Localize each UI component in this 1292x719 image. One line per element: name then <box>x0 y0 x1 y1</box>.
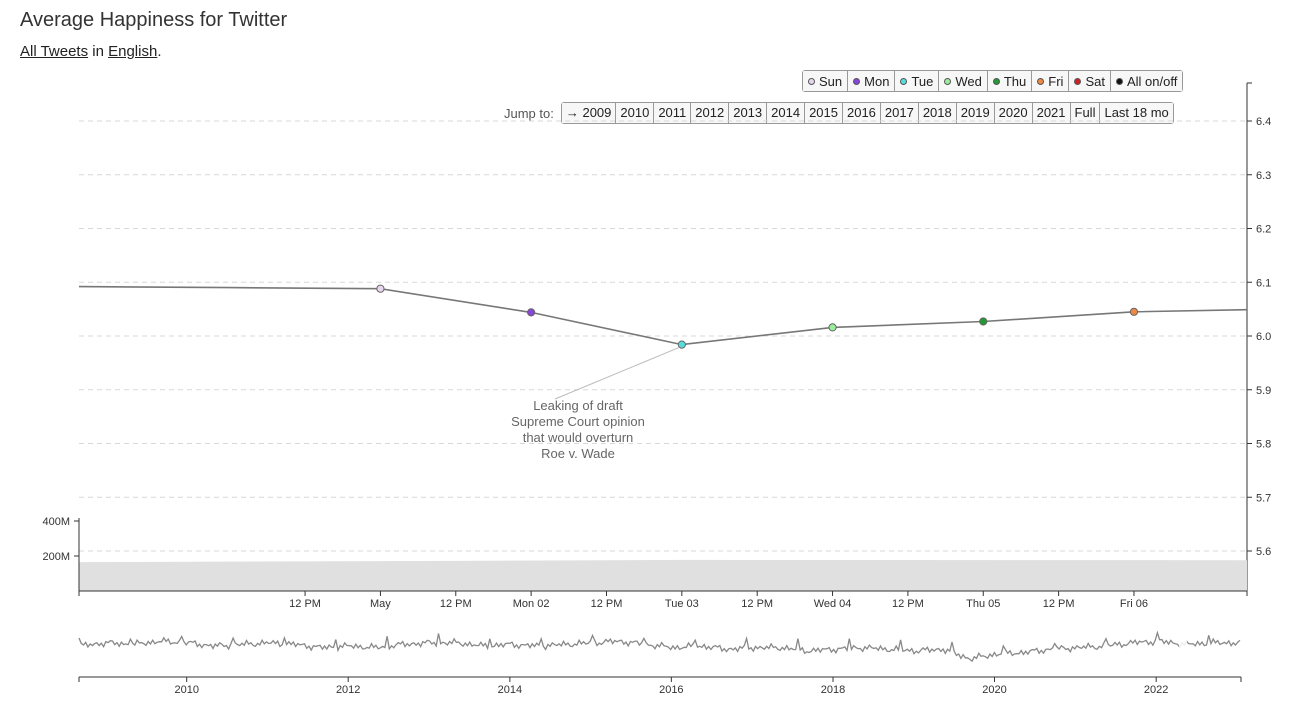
x-tick-label: Tue 03 <box>665 598 699 610</box>
all-dot-icon <box>1115 77 1123 85</box>
subtitle: All Tweets in English. <box>20 43 161 60</box>
subtitle-connector: in <box>88 43 109 60</box>
jump-2021-button[interactable]: 2021 <box>1032 103 1071 123</box>
overview-x-tick-label: 2014 <box>498 684 522 696</box>
jump-button-group: → 2009 2010 2011 2012 2013 2014 2015 201… <box>560 102 1174 124</box>
toggle-label: Wed <box>955 73 982 89</box>
toggle-sun[interactable]: Sun <box>803 71 849 91</box>
x-tick-label: 12 PM <box>591 598 623 610</box>
y-tick-label: 6.0 <box>1256 331 1271 343</box>
toggle-label: All on/off <box>1126 73 1178 89</box>
overview-brush-selection <box>1179 624 1187 674</box>
subtitle-period: . <box>157 43 162 60</box>
jump-to-bar: Jump to: → 2009 2010 2011 2012 2013 2014… <box>504 102 1174 124</box>
toggle-all[interactable]: All on/off <box>1110 71 1183 91</box>
toggle-label: Tue <box>911 73 934 89</box>
toggle-label: Fri <box>1048 73 1064 89</box>
jump-2012-button[interactable]: 2012 <box>691 103 730 123</box>
y-tick-label: 5.7 <box>1256 492 1271 504</box>
y-tick-label: 6.1 <box>1256 277 1271 289</box>
point-sun <box>376 284 385 293</box>
toggle-label: Thu <box>1003 73 1027 89</box>
overview-series-line <box>78 630 1241 663</box>
annotation-text: that would overturn <box>523 430 634 445</box>
point-tue <box>677 340 686 349</box>
english-link[interactable]: English <box>108 43 158 60</box>
annotation-leader <box>554 347 680 400</box>
jump-to-label: Jump to: <box>504 105 554 121</box>
x-tick-label: Mon 02 <box>513 598 550 610</box>
x-tick-label: Thu 05 <box>966 598 1000 610</box>
toggle-fri[interactable]: Fri <box>1032 71 1070 91</box>
y-tick-label: 6.2 <box>1256 224 1271 236</box>
x-tick-label: 12 PM <box>289 598 321 610</box>
jump-2011-button[interactable]: 2011 <box>654 103 692 123</box>
all-tweets-link[interactable]: All Tweets <box>20 43 89 60</box>
page-title: Average Happiness for Twitter <box>20 9 288 31</box>
x-tick-label: Wed 04 <box>814 598 852 610</box>
jump-2019-button[interactable]: 2019 <box>956 103 995 123</box>
overview-x-tick-label: 2010 <box>174 684 198 696</box>
jump-2014-button[interactable]: 2014 <box>767 103 806 123</box>
jump-2013-button[interactable]: 2013 <box>729 103 768 123</box>
x-tick-label: 12 PM <box>892 598 924 610</box>
wed-dot-icon <box>944 77 952 85</box>
jump-2015-button[interactable]: 2015 <box>805 103 843 123</box>
x-tick-label: 12 PM <box>440 598 472 610</box>
toggle-wed[interactable]: Wed <box>939 71 988 91</box>
overview-x-tick-label: 2012 <box>336 684 360 696</box>
jump-2016-button[interactable]: 2016 <box>842 103 881 123</box>
y-tick-label: 5.8 <box>1256 439 1271 451</box>
toggle-label: Sat <box>1085 73 1105 89</box>
x-tick-label: 12 PM <box>741 598 773 610</box>
fri-dot-icon <box>1037 77 1045 85</box>
y-tick-label: 5.9 <box>1256 385 1271 397</box>
mon-dot-icon <box>853 77 861 85</box>
y-tick-label: 6.4 <box>1256 116 1271 128</box>
jump-full-button[interactable]: Full <box>1070 103 1101 123</box>
point-mon <box>527 308 536 317</box>
jump-2010-button[interactable]: 2010 <box>616 103 655 123</box>
volume-tick-label: 200M <box>42 551 70 563</box>
toggle-label: Mon <box>864 73 890 89</box>
overview-x-tick-label: 2018 <box>821 684 845 696</box>
jump-2018-button[interactable]: 2018 <box>918 103 957 123</box>
toggle-label: Sun <box>819 73 843 89</box>
toggle-tue[interactable]: Tue <box>895 71 940 91</box>
annotation-text: Supreme Court opinion <box>511 414 645 429</box>
overview-x-tick-label: 2020 <box>982 684 1006 696</box>
thu-dot-icon <box>992 77 1000 85</box>
overview-x-tick-label: 2016 <box>659 684 683 696</box>
toggle-mon[interactable]: Mon <box>848 71 896 91</box>
volume-tick-label: 400M <box>42 516 70 528</box>
toggle-sat[interactable]: Sat <box>1069 71 1111 91</box>
jump-last-18-mo-button[interactable]: Last 18 mo <box>1100 103 1173 123</box>
day-toggle-group: Sun Mon Tue Wed Thu Fri Sat All on/off <box>802 70 1184 92</box>
jump-2020-button[interactable]: 2020 <box>994 103 1033 123</box>
toggle-thu[interactable]: Thu <box>987 71 1033 91</box>
annotation-text: Leaking of draft <box>533 398 623 413</box>
tue-dot-icon <box>900 77 908 85</box>
point-fri <box>1129 307 1139 316</box>
jump-2017-button[interactable]: 2017 <box>880 103 919 123</box>
sat-dot-icon <box>1074 77 1082 85</box>
jump-2009-button[interactable]: → 2009 <box>561 103 617 123</box>
x-tick-label: Fri 06 <box>1120 598 1148 610</box>
overview-x-tick-label: 2022 <box>1144 684 1168 696</box>
point-thu <box>979 317 988 326</box>
volume-area <box>79 559 1247 591</box>
point-wed <box>828 323 837 332</box>
y-tick-label: 5.6 <box>1256 546 1271 558</box>
annotation-text: Roe v. Wade <box>541 446 615 461</box>
x-tick-label: May <box>370 598 391 610</box>
y-tick-label: 6.3 <box>1256 170 1271 182</box>
x-tick-label: 12 PM <box>1043 598 1075 610</box>
sun-dot-icon <box>808 77 815 85</box>
